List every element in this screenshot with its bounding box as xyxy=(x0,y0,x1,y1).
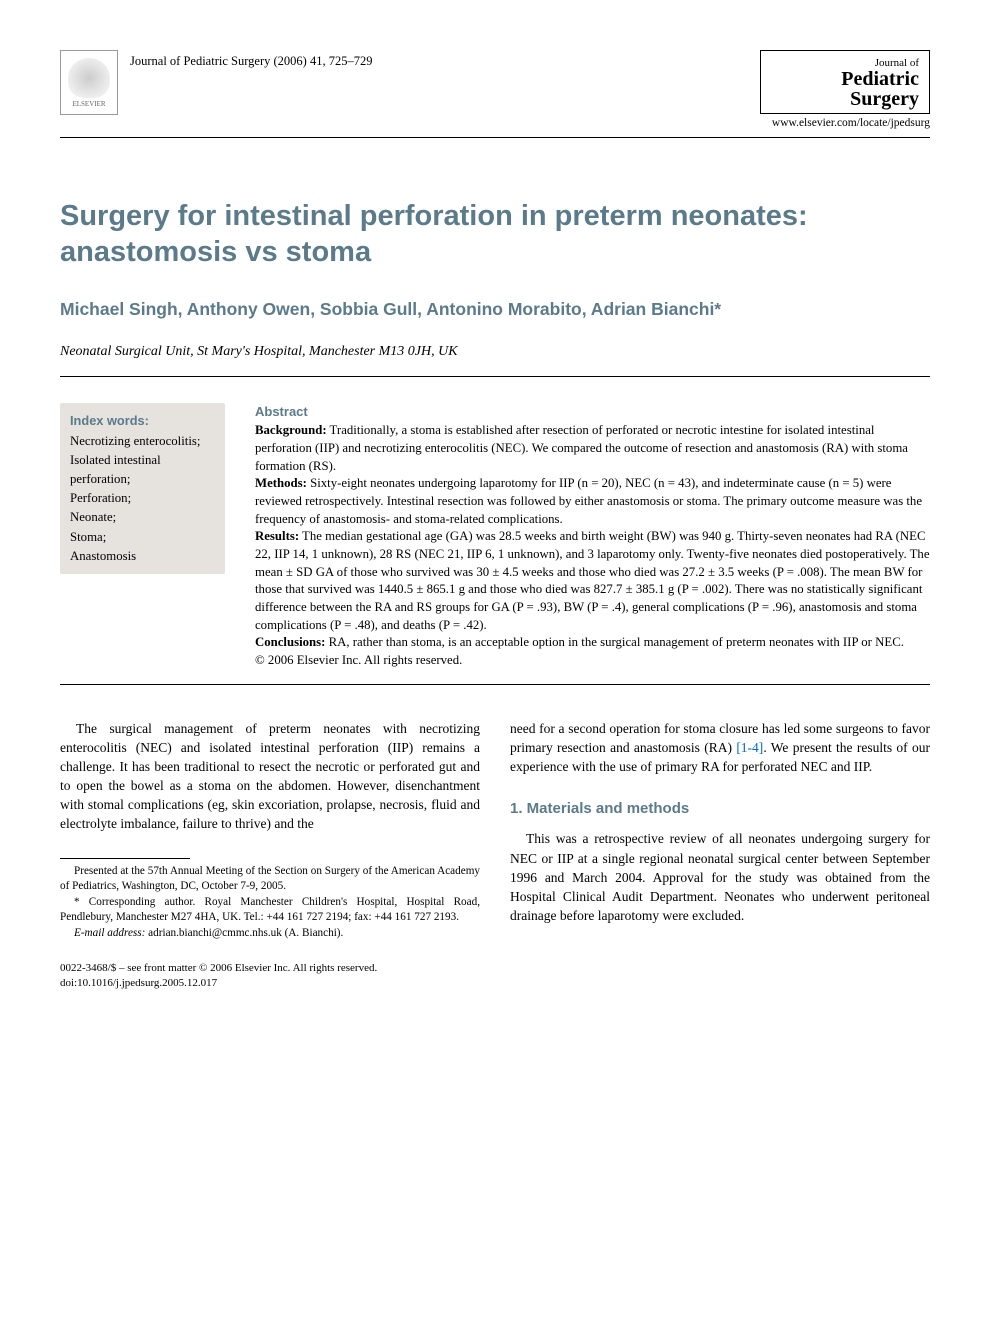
footnote-presented: Presented at the 57th Annual Meeting of … xyxy=(60,864,480,894)
abstract-results: Results: The median gestational age (GA)… xyxy=(255,528,930,634)
footnote-email: E-mail address: adrian.bianchi@cmmc.nhs.… xyxy=(60,926,480,941)
body-columns: The surgical management of preterm neona… xyxy=(60,719,930,991)
article-title: Surgery for intestinal perforation in pr… xyxy=(60,198,930,271)
keywords-heading: Index words: xyxy=(70,411,215,430)
abstract-block: Abstract Background: Traditionally, a st… xyxy=(255,403,930,670)
background-label: Background: xyxy=(255,423,327,437)
header-right: Journal of Pediatric Surgery www.elsevie… xyxy=(760,50,930,129)
page-header: ELSEVIER Journal of Pediatric Surgery (2… xyxy=(60,50,930,129)
header-left: ELSEVIER Journal of Pediatric Surgery (2… xyxy=(60,50,372,115)
citation-text: Journal of Pediatric Surgery (2006) 41, … xyxy=(130,50,372,69)
abstract-heading: Abstract xyxy=(255,403,930,421)
doi-line: doi:10.1016/j.jpedsurg.2005.12.017 xyxy=(60,976,480,991)
background-text: Traditionally, a stoma is established af… xyxy=(255,423,908,472)
right-column: need for a second operation for stoma cl… xyxy=(510,719,930,991)
methods-paragraph: This was a retrospective review of all n… xyxy=(510,829,930,925)
issn-line: 0022-3468/$ – see front matter © 2006 El… xyxy=(60,961,480,976)
footnotes: Presented at the 57th Annual Meeting of … xyxy=(60,864,480,942)
journal-logo-box: Journal of Pediatric Surgery xyxy=(760,50,930,114)
email-value: adrian.bianchi@cmmc.nhs.uk (A. Bianchi). xyxy=(145,927,343,939)
results-text: The median gestational age (GA) was 28.5… xyxy=(255,529,930,631)
elsevier-label: ELSEVIER xyxy=(72,100,105,108)
methods-label: Methods: xyxy=(255,476,307,490)
left-column: The surgical management of preterm neona… xyxy=(60,719,480,991)
elsevier-logo-icon: ELSEVIER xyxy=(60,50,118,115)
bottom-info: 0022-3468/$ – see front matter © 2006 El… xyxy=(60,961,480,991)
header-rule xyxy=(60,137,930,138)
affiliation: Neonatal Surgical Unit, St Mary's Hospit… xyxy=(60,344,930,377)
abstract-row: Index words: Necrotizing enterocolitis; … xyxy=(60,403,930,685)
reference-link[interactable]: [1-4] xyxy=(736,740,763,755)
abstract-methods: Methods: Sixty-eight neonates undergoing… xyxy=(255,475,930,528)
keywords-box: Index words: Necrotizing enterocolitis; … xyxy=(60,403,225,575)
conclusions-text: RA, rather than stoma, is an acceptable … xyxy=(325,635,904,649)
footnote-corresponding: * Corresponding author. Royal Manchester… xyxy=(60,895,480,925)
abstract-conclusions: Conclusions: RA, rather than stoma, is a… xyxy=(255,634,930,652)
intro-continuation: need for a second operation for stoma cl… xyxy=(510,719,930,776)
journal-url: www.elsevier.com/locate/jpedsurg xyxy=(760,117,930,129)
intro-paragraph: The surgical management of preterm neona… xyxy=(60,719,480,834)
section-1-heading: 1. Materials and methods xyxy=(510,798,930,819)
methods-text: Sixty-eight neonates undergoing laparoto… xyxy=(255,476,922,525)
keywords-items: Necrotizing enterocolitis; Isolated inte… xyxy=(70,432,215,566)
journal-line2: Pediatric xyxy=(771,69,919,89)
authors-list: Michael Singh, Anthony Owen, Sobbia Gull… xyxy=(60,299,930,320)
footnote-rule xyxy=(60,858,190,859)
email-label: E-mail address: xyxy=(74,927,145,939)
results-label: Results: xyxy=(255,529,299,543)
abstract-copyright: © 2006 Elsevier Inc. All rights reserved… xyxy=(255,652,930,670)
abstract-background: Background: Traditionally, a stoma is es… xyxy=(255,422,930,475)
conclusions-label: Conclusions: xyxy=(255,635,325,649)
journal-line3: Surgery xyxy=(771,89,919,109)
